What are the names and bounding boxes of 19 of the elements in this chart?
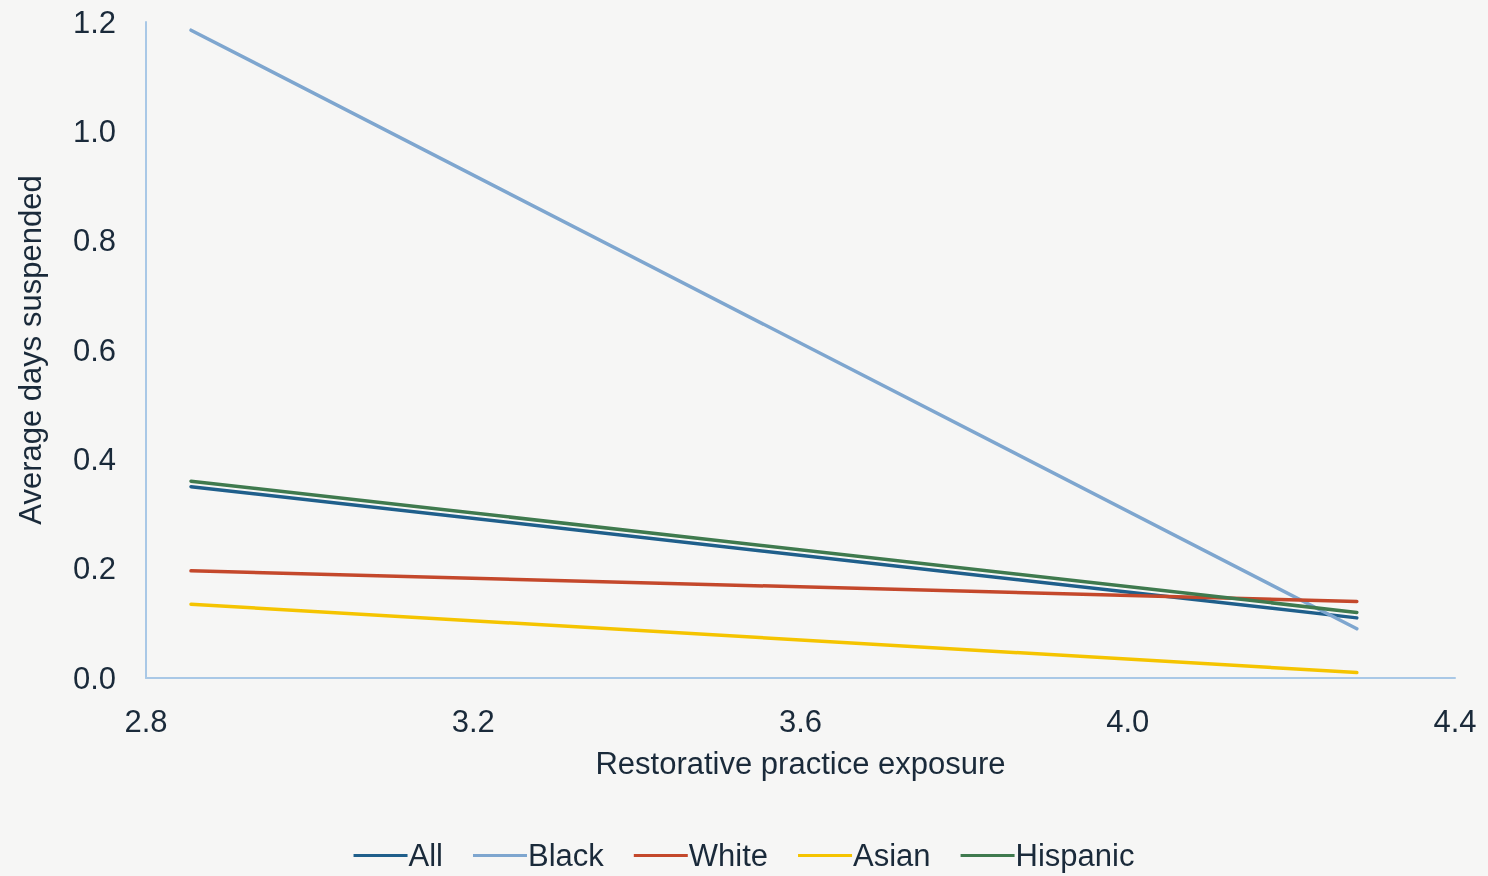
- y-tick-label: 1.2: [72, 4, 116, 40]
- y-tick-label: 0.8: [72, 223, 116, 259]
- y-axis-title: Average days suspended: [13, 175, 48, 525]
- x-tick-label: 3.2: [451, 704, 495, 739]
- x-axis-title: Restorative practice exposure: [595, 746, 1006, 781]
- x-tick-label: 2.8: [124, 704, 168, 739]
- y-tick-label: 0.0: [72, 660, 116, 696]
- legend-label: White: [688, 838, 769, 873]
- y-tick-label: 0.2: [72, 551, 116, 587]
- legend-label: Asian: [853, 838, 931, 873]
- legend-label: Black: [527, 838, 605, 873]
- legend-label: All: [408, 838, 443, 873]
- x-tick-label: 3.6: [778, 704, 823, 739]
- y-tick-label: 0.4: [72, 441, 116, 477]
- legend-label: Hispanic: [1015, 838, 1135, 873]
- x-tick-label: 4.0: [1106, 704, 1150, 739]
- y-tick-label: 1.0: [72, 113, 116, 149]
- y-tick-label: 0.6: [72, 332, 116, 368]
- x-tick-label: 4.4: [1433, 704, 1477, 739]
